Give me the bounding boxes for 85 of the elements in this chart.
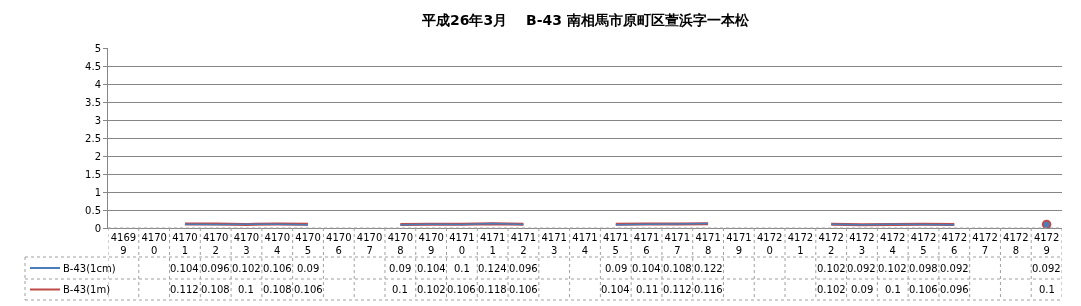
data-label: 0.096	[940, 284, 969, 295]
x-tick-label: 41707	[356, 232, 383, 256]
x-tick-label: 41704	[264, 232, 290, 256]
x-tick-label: 41711	[479, 232, 506, 256]
data-label: 0.104	[417, 263, 446, 274]
data-label: 0.108	[201, 284, 230, 295]
x-tick-label: 41726	[941, 232, 968, 256]
data-label: 0.092	[1032, 263, 1061, 274]
data-label: 0.096	[509, 263, 538, 274]
x-tick-label: 41724	[880, 232, 906, 256]
data-label: 0.124	[478, 263, 507, 274]
data-label: 0.102	[232, 263, 261, 274]
x-tick-label: 41722	[818, 232, 844, 256]
data-label: 0.108	[663, 263, 692, 274]
y-tick-label: 4	[94, 78, 101, 90]
x-tick-label: 41720	[756, 232, 783, 256]
data-label: 0.112	[663, 284, 692, 295]
x-tick-label: 41705	[295, 232, 321, 256]
x-tick-label: 41729	[1033, 232, 1060, 256]
x-tick-label: 41701	[172, 232, 198, 256]
data-label: 0.106	[447, 284, 476, 295]
y-tick-label: 5	[94, 42, 101, 54]
data-label: 0.092	[847, 263, 876, 274]
legend-label: B-43(1cm)	[63, 263, 116, 274]
data-label: 0.1	[238, 284, 254, 295]
data-label: 0.09	[605, 263, 628, 274]
data-label: 0.118	[478, 284, 507, 295]
x-tick-label: 41714	[572, 232, 598, 256]
x-tick-label: 41719	[726, 232, 752, 256]
y-tick-label: 4.5	[85, 60, 101, 72]
data-label: 0.1	[1039, 284, 1055, 295]
data-label: 0.104	[170, 263, 199, 274]
data-label: 0.1	[885, 284, 901, 295]
x-tick-label: 41716	[633, 232, 660, 256]
data-label: 0.108	[263, 284, 292, 295]
data-label: 0.102	[417, 284, 446, 295]
data-label: 0.116	[694, 284, 723, 295]
data-label: 0.122	[694, 263, 723, 274]
x-tick-label: 41702	[202, 232, 229, 256]
legend-label: B-43(1m)	[63, 284, 111, 295]
x-tick-label: 41717	[664, 232, 691, 256]
data-label: 0.104	[601, 284, 630, 295]
x-tick-label: 41728	[1003, 232, 1029, 256]
y-tick-label: 1	[94, 186, 101, 198]
x-tick-label: 41715	[603, 232, 629, 256]
chart-title: 平成26年3月 B-43 南相馬市原町区萱浜字一本松	[421, 12, 750, 28]
data-label: 0.102	[817, 284, 846, 295]
data-label: 0.106	[909, 284, 938, 295]
x-tick-label: 41708	[387, 232, 414, 256]
x-tick-label: 41721	[787, 232, 814, 256]
x-tick-label: 41700	[141, 232, 167, 256]
x-tick-label: 41712	[510, 232, 537, 256]
data-label: 0.106	[509, 284, 538, 295]
x-tick-label: 41727	[972, 232, 998, 256]
y-tick-label: 3	[94, 114, 101, 126]
data-label: 0.098	[909, 263, 938, 274]
data-label: 0.112	[170, 284, 199, 295]
data-label: 0.096	[201, 263, 230, 274]
x-tick-label: 41706	[326, 232, 352, 256]
data-label: 0.09	[297, 263, 320, 274]
x-tick-label: 41699	[110, 232, 137, 256]
y-tick-label: 3.5	[85, 96, 101, 108]
y-tick-label: 0	[94, 222, 101, 234]
data-label: 0.092	[940, 263, 969, 274]
data-label: 0.11	[636, 284, 659, 295]
y-tick-label: 0.5	[85, 204, 101, 216]
x-tick-label: 41725	[910, 232, 937, 256]
x-tick-label: 41710	[449, 232, 475, 256]
x-tick-label: 41713	[541, 232, 567, 256]
data-label: 0.1	[454, 263, 470, 274]
x-tick-label: 41718	[695, 232, 721, 256]
x-tick-label: 41709	[418, 232, 444, 256]
y-tick-label: 1.5	[85, 168, 101, 180]
data-label: 0.106	[294, 284, 323, 295]
x-tick-label: 41703	[233, 232, 260, 256]
x-tick-label: 41723	[849, 232, 875, 256]
y-tick-label: 2.5	[85, 132, 101, 144]
data-label: 0.1	[392, 284, 408, 295]
data-label: 0.102	[817, 263, 846, 274]
data-label: 0.09	[851, 284, 874, 295]
data-label: 0.102	[878, 263, 907, 274]
data-label: 0.106	[263, 263, 292, 274]
data-label: 0.09	[389, 263, 412, 274]
y-tick-label: 2	[94, 150, 101, 162]
data-label: 0.104	[632, 263, 661, 274]
